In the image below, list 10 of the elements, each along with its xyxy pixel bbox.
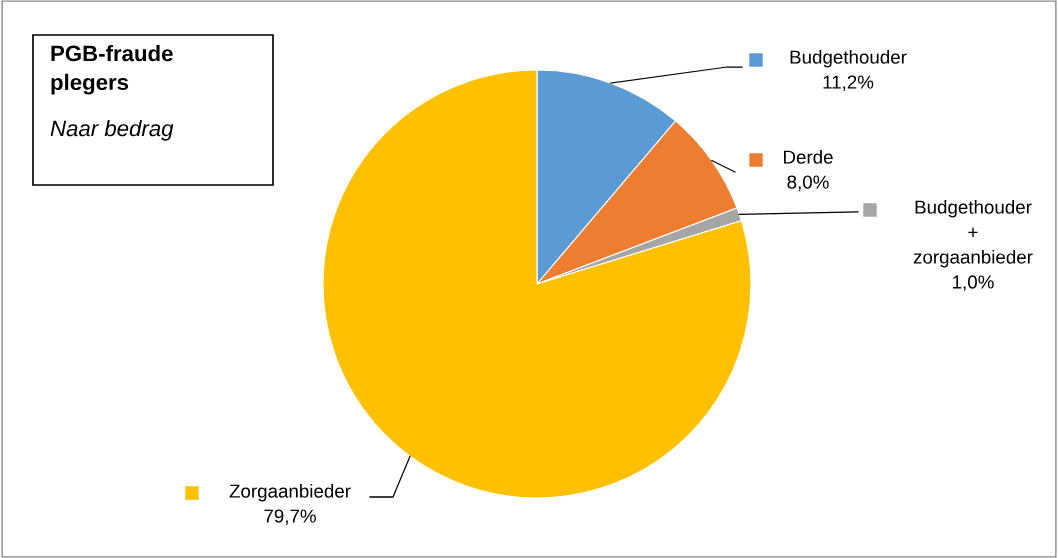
legend-label: Zorgaanbieder — [229, 484, 351, 502]
data-label: 11,2% — [823, 75, 874, 91]
chart-title: PGB-fraude plegers — [51, 45, 173, 95]
data-label: 1,0% — [953, 275, 994, 291]
legend-label: Budgethouder + zorgaanbieder — [913, 200, 1033, 268]
data-label: 8,0% — [787, 175, 829, 191]
legend-label: Derde — [784, 150, 833, 164]
legend-label: Budgethouder — [790, 50, 907, 68]
data-label: 79,7% — [264, 509, 316, 525]
text: Naar bedrag — [50, 120, 174, 141]
